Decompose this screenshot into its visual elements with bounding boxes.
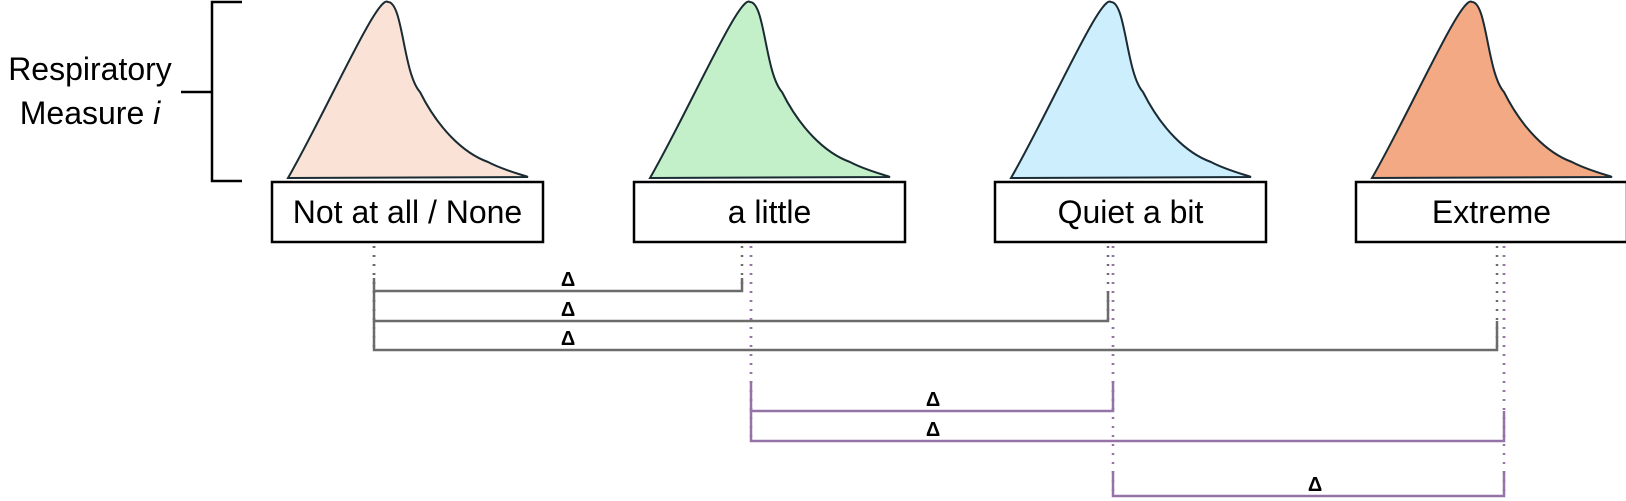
category-boxes: Not at all / None a little Quiet a bit Extr… <box>270 180 1626 244</box>
distribution-curve-extreme <box>1370 0 1613 180</box>
distribution-curves <box>286 0 1613 180</box>
category-box-not-at-all-none: Not at all / None <box>270 180 545 244</box>
category-box-frame <box>993 180 1268 244</box>
delta-symbol: Δ <box>561 299 575 321</box>
category-label: Quiet a bit <box>1058 194 1204 230</box>
category-label: a little <box>728 194 812 230</box>
distribution-curve-a-little <box>648 0 891 180</box>
category-box-frame <box>1354 180 1626 244</box>
comparison-bracket-1-2: Δ <box>749 246 1115 413</box>
bracket-line <box>372 291 1110 323</box>
comparison-bracket-2-3: Δ <box>1111 246 1506 498</box>
bracket-line <box>749 411 1506 443</box>
delta-symbol: Δ <box>1308 474 1322 496</box>
distribution-curve-not-at-all-none <box>286 0 529 180</box>
bracket-line <box>1111 471 1506 498</box>
bracket-line <box>372 321 1499 352</box>
category-label: Not at all / None <box>293 194 522 230</box>
comparison-bracket-0-1: Δ <box>372 246 744 293</box>
category-box-quiet-a-bit: Quiet a bit <box>993 180 1268 244</box>
bracket-line <box>372 278 744 293</box>
delta-symbol: Δ <box>561 269 575 291</box>
measure-variable: i <box>153 95 161 131</box>
comparison-bracket-0-3: Δ <box>372 246 1499 352</box>
category-box-extreme: Extreme <box>1354 180 1626 244</box>
measure-bracket <box>181 0 242 183</box>
bracket-line <box>749 381 1115 413</box>
category-box-frame <box>270 180 545 244</box>
distribution-curve-quiet-a-bit <box>1009 0 1252 180</box>
category-label: Extreme <box>1432 194 1551 230</box>
delta-symbol: Δ <box>561 328 575 350</box>
measure-label-line2: Measure i <box>20 95 161 131</box>
measure-label-line1: Respiratory <box>8 51 172 87</box>
category-box-frame <box>632 180 907 244</box>
delta-symbol: Δ <box>926 389 940 411</box>
category-box-a-little: a little <box>632 180 907 244</box>
delta-symbol: Δ <box>926 419 940 441</box>
